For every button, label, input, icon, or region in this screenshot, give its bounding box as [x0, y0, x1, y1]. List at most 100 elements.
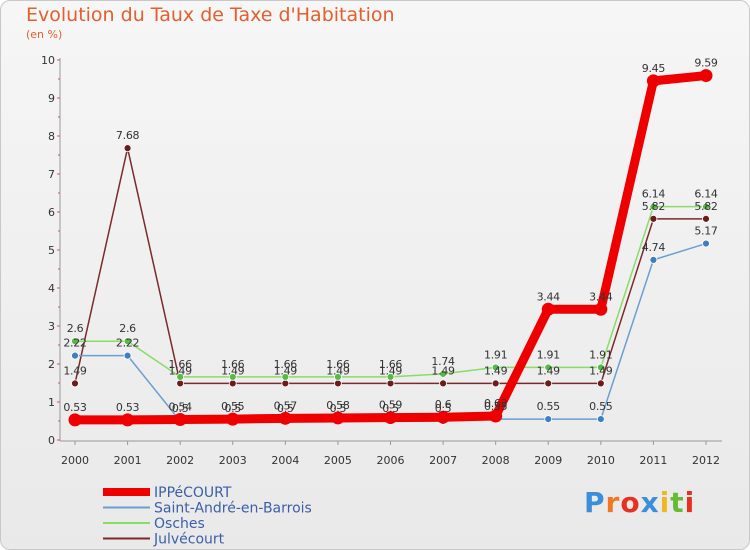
data-point [436, 410, 450, 424]
y-tick-label: 4 [48, 282, 55, 295]
data-label: 0.55 [537, 400, 561, 413]
data-label: 0.63 [484, 397, 508, 410]
data-point [702, 214, 710, 223]
x-tick-label: 2002 [166, 454, 194, 467]
data-label: 0.5 [224, 402, 241, 415]
data-point [176, 373, 185, 381]
proxiti-logo: Proxiti [584, 486, 695, 519]
data-point [176, 379, 185, 388]
data-label: 1.66 [221, 358, 245, 371]
data-label: 4.74 [642, 241, 666, 254]
data-label: 1.49 [63, 364, 87, 377]
data-point [386, 379, 395, 388]
data-label: 9.45 [642, 62, 666, 75]
data-point [173, 412, 187, 426]
data-label: 0.54 [169, 400, 193, 413]
data-point [281, 373, 290, 381]
data-point [541, 302, 555, 316]
x-tick-label: 2000 [61, 454, 89, 467]
data-point [123, 337, 132, 346]
logo-letter: i [684, 486, 696, 519]
legend-label: Osches [154, 516, 205, 532]
data-point [228, 373, 237, 381]
data-label: 1.49 [274, 364, 298, 377]
y-tick-label: 1 [48, 396, 55, 409]
data-label: 0.55 [484, 400, 508, 413]
data-point [278, 411, 292, 425]
data-label: 0.55 [221, 400, 245, 413]
data-point [331, 411, 345, 425]
data-point [544, 363, 553, 372]
data-label: 0.5 [172, 402, 189, 415]
y-tick-label: 3 [48, 320, 55, 333]
data-point [226, 412, 240, 426]
logo-letter: x [640, 486, 660, 519]
data-point [123, 144, 132, 153]
y-tick-label: 0 [48, 434, 55, 447]
data-label: 0.59 [379, 399, 403, 412]
x-tick-label: 2004 [271, 454, 299, 467]
data-point [439, 369, 447, 378]
logo-letter: t [670, 486, 685, 519]
x-tick-label: 2001 [114, 454, 142, 467]
chart-title: Evolution du Taux de Taxe d'Habitation [26, 4, 395, 26]
y-tick-label: 10 [41, 54, 55, 67]
data-label: 1.66 [326, 358, 350, 371]
data-label: 1.66 [169, 358, 193, 371]
data-label: 1.49 [484, 364, 508, 377]
data-point [334, 379, 342, 388]
data-label: 9.59 [694, 57, 718, 70]
data-label: 0.5 [435, 402, 452, 415]
data-label: 2.22 [63, 337, 86, 350]
data-label: 5.17 [694, 225, 718, 238]
data-label: 2.22 [116, 337, 139, 350]
data-label: 0.53 [116, 401, 140, 414]
data-point [544, 379, 553, 388]
x-tick-label: 2008 [482, 454, 510, 467]
y-tick-label: 2 [48, 358, 55, 371]
x-tick-label: 2003 [219, 454, 247, 467]
data-label: 2.6 [67, 322, 84, 335]
data-label: 6.14 [642, 188, 666, 201]
data-point [281, 379, 290, 388]
legend-label: Julvécourt [153, 532, 225, 548]
data-label: 1.91 [589, 348, 612, 361]
data-point [386, 373, 395, 381]
data-point [489, 409, 503, 423]
data-point [702, 202, 710, 211]
data-label: 1.66 [379, 358, 403, 371]
data-label: 0.5 [382, 402, 399, 415]
data-label: 5.82 [694, 200, 717, 213]
x-tick-label: 2010 [587, 454, 615, 467]
x-tick-label: 2007 [429, 454, 457, 467]
data-point [699, 69, 713, 83]
data-label: 1.91 [484, 348, 507, 361]
x-tick-label: 2006 [377, 454, 405, 467]
data-label: 1.49 [221, 364, 245, 377]
y-tick-label: 5 [48, 244, 55, 257]
data-point [121, 413, 135, 427]
data-point [68, 413, 82, 427]
data-point [596, 379, 605, 388]
legend-label: IPPéCOURT [154, 485, 232, 501]
data-label: 1.49 [537, 364, 561, 377]
data-label: 1.49 [589, 364, 613, 377]
data-label: 0.57 [274, 399, 298, 412]
data-point [596, 363, 605, 372]
data-point [71, 337, 79, 346]
data-point [228, 379, 237, 388]
data-label: 1.49 [326, 364, 350, 377]
data-label: 2.6 [119, 322, 136, 335]
x-tick-label: 2005 [324, 454, 352, 467]
x-tick-label: 2012 [692, 454, 720, 467]
y-tick-label: 9 [48, 92, 55, 105]
data-label: 0.5 [330, 402, 347, 415]
data-label: 0.55 [589, 400, 613, 413]
data-point [384, 411, 397, 425]
data-label: 0.5 [277, 402, 294, 415]
data-point [71, 379, 79, 388]
data-point [544, 415, 553, 424]
data-label: 6.14 [694, 188, 718, 201]
data-label: 3.44 [589, 290, 613, 303]
